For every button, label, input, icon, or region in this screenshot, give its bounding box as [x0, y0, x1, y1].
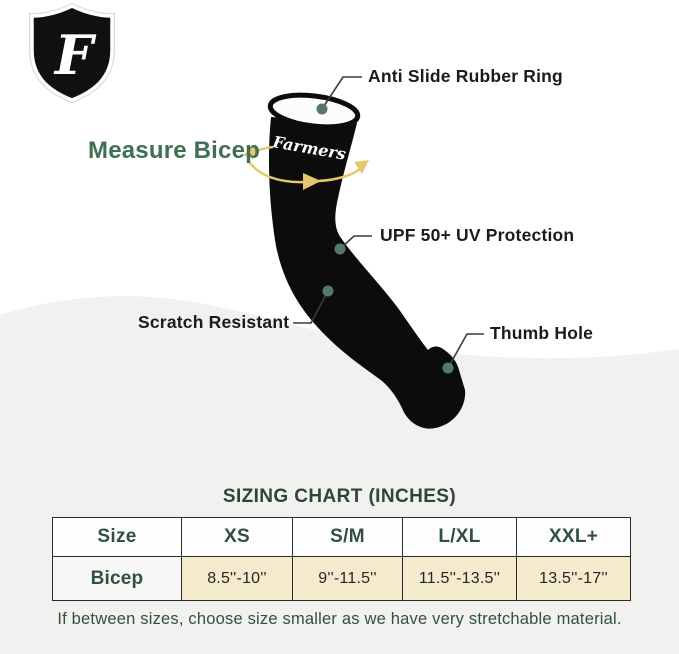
label-measure-bicep: Measure Bicep — [88, 137, 261, 164]
bicep-xs-value: 8.5''-10'' — [181, 556, 293, 601]
callout-dots — [316, 103, 454, 374]
upf-dot — [334, 243, 346, 255]
header-size: Size — [52, 517, 182, 557]
sleeve-opening-rim — [267, 92, 361, 130]
sizing-table-header-row: Size XS S/M L/XL XXL+ — [52, 517, 631, 557]
callout-lines — [293, 76, 484, 369]
thumb-line — [447, 333, 484, 369]
header-xs: XS — [181, 517, 293, 557]
thumb-dot — [442, 362, 454, 374]
scratch-line — [293, 290, 329, 324]
sizing-table-bicep-row: Bicep 8.5''-10'' 9''-11.5'' 11.5''-13.5'… — [52, 556, 631, 601]
label-thumb-hole: Thumb Hole — [490, 323, 594, 343]
arm-sleeve — [268, 117, 466, 429]
row-label-bicep: Bicep — [52, 556, 182, 601]
brand-shield-logo: F — [29, 2, 115, 104]
sizing-note: If between sizes, choose size smaller as… — [57, 610, 622, 628]
header-lxl: L/XL — [402, 517, 517, 557]
sizing-table: Size XS S/M L/XL XXL+ Bicep 8.5''-10'' 9… — [52, 517, 631, 601]
sizing-chart-title: SIZING CHART (INCHES) — [222, 486, 457, 507]
logo-letter: F — [53, 23, 97, 87]
label-scratch-resistant: Scratch Resistant — [138, 312, 290, 332]
bicep-xxl-value: 13.5''-17'' — [516, 556, 631, 601]
label-upf-protection: UPF 50+ UV Protection — [380, 225, 575, 245]
scratch-dot — [322, 285, 334, 297]
measure-tape-arrowheads — [243, 144, 369, 190]
anti-slide-line — [321, 76, 362, 110]
header-xxl: XXL+ — [516, 517, 631, 557]
header-sm: S/M — [292, 517, 403, 557]
bicep-sm-value: 9''-11.5'' — [292, 556, 403, 601]
bicep-lxl-value: 11.5''-13.5'' — [402, 556, 517, 601]
upf-line — [339, 235, 372, 250]
label-anti-slide-rubber-ring: Anti Slide Rubber Ring — [368, 66, 563, 86]
anti-slide-dot — [316, 103, 328, 115]
